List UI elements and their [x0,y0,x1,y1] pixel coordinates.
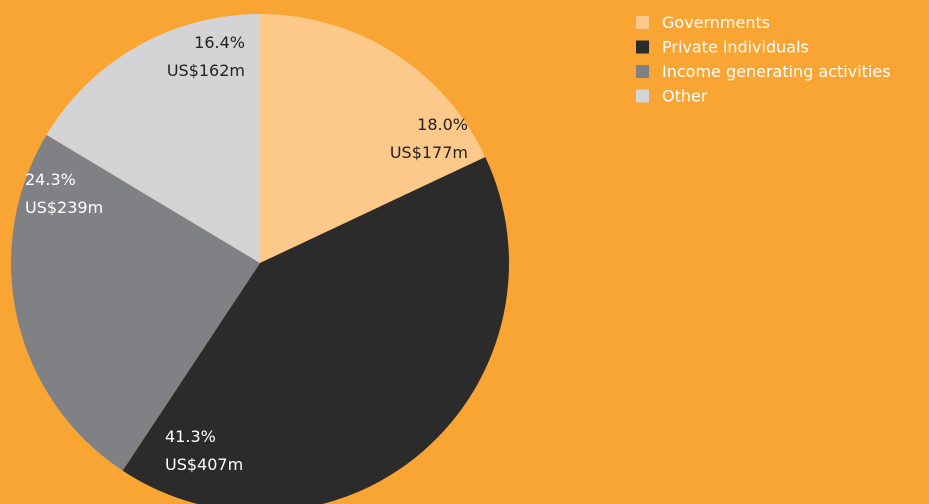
amount-label: US$407m [165,455,243,474]
value-label: 41.3% [165,427,216,446]
pie-slice [122,156,509,504]
pie-slice [260,14,486,263]
amount-label: US$239m [25,198,103,217]
pie-slice [46,14,261,263]
legend-label: Governments [662,13,770,32]
legend-label: Private individuals [662,38,809,57]
value-label: 16.4% [194,33,245,52]
legend-swatch [636,65,649,78]
legend-label: Other [662,87,708,106]
legend-swatch [636,40,649,54]
legend-swatch [636,89,649,103]
value-label: 24.3% [25,170,76,189]
amount-label: US$177m [390,143,468,162]
legend-swatch [636,16,649,29]
legend-label: Income generating activities [662,62,891,81]
amount-label: US$162m [167,61,245,80]
value-label: 18.0% [417,115,468,134]
pie-slice [10,134,260,471]
